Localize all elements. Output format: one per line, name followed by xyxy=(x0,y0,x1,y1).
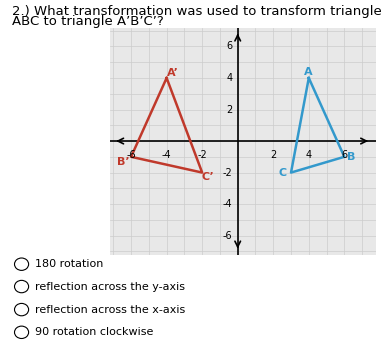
Text: 2: 2 xyxy=(226,105,232,115)
Text: 180 rotation: 180 rotation xyxy=(35,259,103,269)
Text: -2: -2 xyxy=(197,151,207,161)
Text: B’: B’ xyxy=(117,157,129,166)
Text: 4: 4 xyxy=(306,151,312,161)
Text: -4: -4 xyxy=(162,151,171,161)
Text: -2: -2 xyxy=(223,168,232,178)
Text: 4: 4 xyxy=(226,73,232,83)
Text: B: B xyxy=(347,152,356,162)
Text: 2.) What transformation was used to transform triangle: 2.) What transformation was used to tran… xyxy=(12,5,381,18)
Text: C: C xyxy=(279,168,287,178)
Text: 6: 6 xyxy=(341,151,347,161)
Text: ABC to triangle A’B’C’?: ABC to triangle A’B’C’? xyxy=(12,15,163,29)
Text: -6: -6 xyxy=(126,151,136,161)
Text: C’: C’ xyxy=(201,172,214,182)
Text: -6: -6 xyxy=(223,230,232,241)
Text: 2: 2 xyxy=(270,151,276,161)
Text: A: A xyxy=(303,67,312,77)
Text: 90 rotation clockwise: 90 rotation clockwise xyxy=(35,327,154,337)
Text: 6: 6 xyxy=(226,41,232,52)
Text: reflection across the y-axis: reflection across the y-axis xyxy=(35,281,185,292)
Text: A’: A’ xyxy=(167,68,179,78)
Text: reflection across the x-axis: reflection across the x-axis xyxy=(35,304,185,315)
Text: -4: -4 xyxy=(223,199,232,209)
